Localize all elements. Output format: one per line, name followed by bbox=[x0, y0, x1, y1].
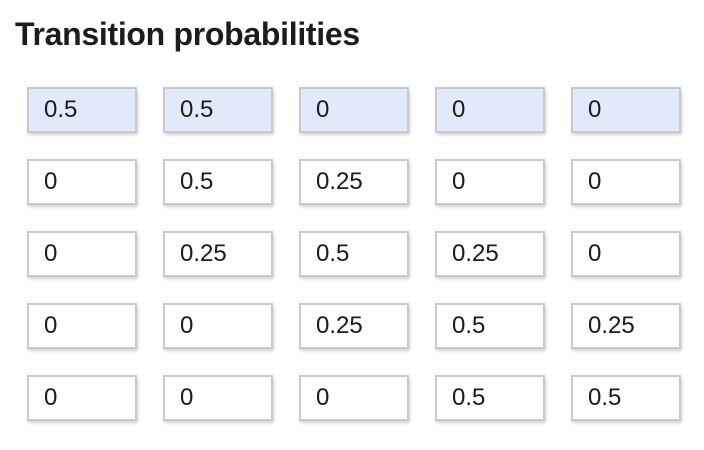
matrix-cell-r2-c4[interactable] bbox=[435, 159, 545, 205]
matrix-cell-r1-c5[interactable] bbox=[571, 87, 681, 133]
matrix-cell-r5-c3[interactable] bbox=[299, 375, 409, 421]
matrix-cell-r4-c4[interactable] bbox=[435, 303, 545, 349]
matrix-cell-r5-c5[interactable] bbox=[571, 375, 681, 421]
matrix-cell-r3-c3[interactable] bbox=[299, 231, 409, 277]
matrix-cell-r4-c3[interactable] bbox=[299, 303, 409, 349]
matrix-cell-r4-c5[interactable] bbox=[571, 303, 681, 349]
matrix-cell-r1-c1[interactable] bbox=[27, 87, 137, 133]
matrix-cell-r2-c1[interactable] bbox=[27, 159, 137, 205]
matrix-cell-r3-c5[interactable] bbox=[571, 231, 681, 277]
matrix-cell-r3-c2[interactable] bbox=[163, 231, 273, 277]
matrix-cell-r5-c1[interactable] bbox=[27, 375, 137, 421]
matrix-cell-r1-c4[interactable] bbox=[435, 87, 545, 133]
matrix-cell-r5-c4[interactable] bbox=[435, 375, 545, 421]
section-title: Transition probabilities bbox=[15, 16, 360, 52]
matrix-cell-r1-c3[interactable] bbox=[299, 87, 409, 133]
matrix-cell-r4-c1[interactable] bbox=[27, 303, 137, 349]
matrix-cell-r2-c2[interactable] bbox=[163, 159, 273, 205]
matrix-cell-r4-c2[interactable] bbox=[163, 303, 273, 349]
matrix-cell-r1-c2[interactable] bbox=[163, 87, 273, 133]
matrix-cell-r3-c4[interactable] bbox=[435, 231, 545, 277]
matrix-cell-r3-c1[interactable] bbox=[27, 231, 137, 277]
transition-matrix bbox=[27, 87, 681, 421]
matrix-cell-r2-c3[interactable] bbox=[299, 159, 409, 205]
matrix-cell-r2-c5[interactable] bbox=[571, 159, 681, 205]
matrix-cell-r5-c2[interactable] bbox=[163, 375, 273, 421]
